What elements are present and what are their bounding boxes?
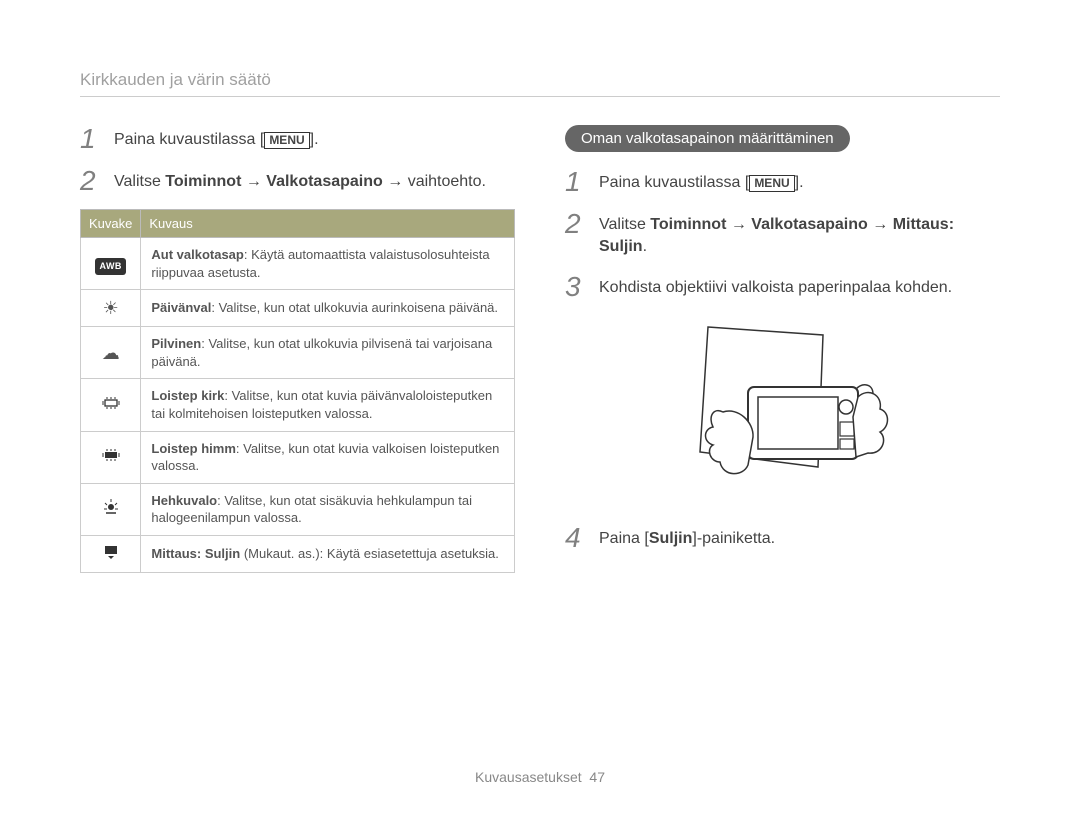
table-row: Loistep kirk: Valitse, kun otat kuvia pä… <box>81 379 515 431</box>
left-step-2: 2 Valitse Toiminnot → Valkotasapaino → v… <box>80 167 515 195</box>
table-row: Loistep himm: Valitse, kun otat kuvia va… <box>81 431 515 483</box>
text-bold: Valkotasapaino <box>266 173 383 190</box>
text: Paina kuvaustilassa [ <box>599 174 749 191</box>
text: → vaihtoehto. <box>383 173 486 190</box>
footer-label: Kuvausasetukset <box>475 769 582 785</box>
text: Valitse <box>599 216 650 233</box>
camera-illustration <box>565 317 1000 502</box>
wb-icon: ☀ <box>81 290 141 327</box>
section-pill: Oman valkotasapainon määrittäminen <box>565 125 850 152</box>
step-number: 2 <box>565 210 585 238</box>
page-header: Kirkkauden ja värin säätö <box>80 70 1000 97</box>
text: Paina kuvaustilassa [ <box>114 131 264 148</box>
arrow: → <box>726 216 751 233</box>
wb-icon: AWB <box>81 238 141 290</box>
right-step-4: 4 Paina [Suljin]-painiketta. <box>565 524 1000 552</box>
wb-description: Loistep himm: Valitse, kun otat kuvia va… <box>141 431 515 483</box>
right-step-3: 3 Kohdista objektiivi valkoista paperinp… <box>565 273 1000 301</box>
text: ]. <box>795 174 804 191</box>
right-column: Oman valkotasapainon määrittäminen 1 Pai… <box>565 125 1000 573</box>
arrow: → <box>241 173 266 190</box>
arrow: → <box>868 216 893 233</box>
wb-description: Loistep kirk: Valitse, kun otat kuvia pä… <box>141 379 515 431</box>
text: Paina [ <box>599 530 649 547</box>
table-header-desc: Kuvaus <box>141 210 515 238</box>
right-step-2: 2 Valitse Toiminnot → Valkotasapaino → M… <box>565 210 1000 259</box>
wb-description: Pilvinen: Valitse, kun otat ulkokuvia pi… <box>141 327 515 379</box>
wb-description: Hehkuvalo: Valitse, kun otat sisäkuvia h… <box>141 483 515 535</box>
table-row: ☁Pilvinen: Valitse, kun otat ulkokuvia p… <box>81 327 515 379</box>
text-bold: Toiminnot <box>165 173 241 190</box>
step-number: 4 <box>565 524 585 552</box>
menu-label: MENU <box>264 132 309 149</box>
text: . <box>643 238 647 255</box>
table-header-icon: Kuvake <box>81 210 141 238</box>
wb-icon <box>81 431 141 483</box>
footer-page: 47 <box>589 769 605 785</box>
left-column: 1 Paina kuvaustilassa [MENU]. 2 Valitse … <box>80 125 515 573</box>
step-number: 2 <box>80 167 100 195</box>
table-row: ☀Päivänval: Valitse, kun otat ulkokuvia … <box>81 290 515 327</box>
page-footer: Kuvausasetukset 47 <box>0 769 1080 785</box>
text: ]. <box>310 131 319 148</box>
table-row: AWBAut valkotasap: Käytä automaattista v… <box>81 238 515 290</box>
text: Valitse <box>114 173 165 190</box>
table-row: Mittaus: Suljin (Mukaut. as.): Käytä esi… <box>81 535 515 572</box>
wb-icon <box>81 535 141 572</box>
text-bold: Toiminnot <box>650 216 726 233</box>
text: ]-painiketta. <box>692 530 775 547</box>
step-number: 1 <box>80 125 100 153</box>
step-number: 1 <box>565 168 585 196</box>
right-step-1: 1 Paina kuvaustilassa [MENU]. <box>565 168 1000 196</box>
step-number: 3 <box>565 273 585 301</box>
menu-label: MENU <box>749 175 794 192</box>
wb-icon <box>81 483 141 535</box>
text: Kohdista objektiivi valkoista paperinpal… <box>599 273 952 299</box>
wb-description: Mittaus: Suljin (Mukaut. as.): Käytä esi… <box>141 535 515 572</box>
text-bold: Valkotasapaino <box>751 216 868 233</box>
table-row: Hehkuvalo: Valitse, kun otat sisäkuvia h… <box>81 483 515 535</box>
wb-description: Aut valkotasap: Käytä automaattista vala… <box>141 238 515 290</box>
white-balance-table: Kuvake Kuvaus AWBAut valkotasap: Käytä a… <box>80 209 515 573</box>
wb-icon: ☁ <box>81 327 141 379</box>
text-bold: Suljin <box>649 530 693 547</box>
left-step-1: 1 Paina kuvaustilassa [MENU]. <box>80 125 515 153</box>
wb-description: Päivänval: Valitse, kun otat ulkokuvia a… <box>141 290 515 327</box>
wb-icon <box>81 379 141 431</box>
